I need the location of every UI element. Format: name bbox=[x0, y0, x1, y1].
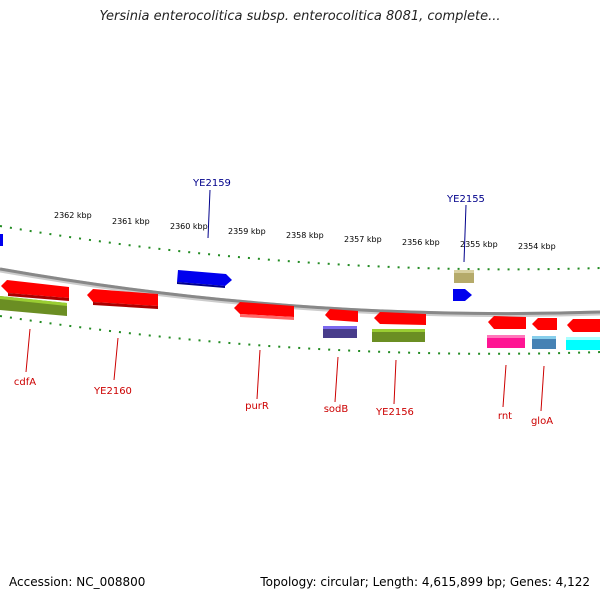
feature-rnt-pink[interactable] bbox=[487, 335, 525, 348]
ruler-label: 2356 kbp bbox=[402, 238, 440, 247]
leader-line bbox=[334, 356, 339, 403]
leader-line bbox=[25, 328, 31, 373]
feature-right-cyan[interactable] bbox=[566, 337, 600, 350]
ruler-label: 2354 kbp bbox=[518, 242, 556, 251]
feature-rnt-red[interactable] bbox=[488, 316, 526, 329]
accession-label: Accession: NC_008800 bbox=[9, 575, 146, 589]
gene-label-bottom: purR bbox=[245, 401, 269, 412]
gene-label-bottom: sodB bbox=[324, 404, 349, 415]
bottom-ruler-ticks bbox=[0, 315, 600, 355]
gene-label-bottom: YE2160 bbox=[93, 386, 132, 397]
gene-label-top: YE2159 bbox=[192, 178, 231, 189]
leader-line bbox=[207, 189, 211, 239]
genome-summary: Topology: circular; Length: 4,615,899 bp… bbox=[260, 575, 590, 589]
ruler-label: 2355 kbp bbox=[460, 240, 498, 249]
feature-right-red[interactable] bbox=[567, 319, 600, 332]
feature-blue-left-edge[interactable] bbox=[0, 234, 3, 246]
ruler-label: 2357 kbp bbox=[344, 235, 382, 244]
gene-label-bottom: gloA bbox=[531, 416, 553, 427]
feature-purr[interactable] bbox=[234, 302, 294, 320]
leader-line bbox=[540, 365, 545, 412]
feature-ye2156-olive[interactable] bbox=[372, 329, 425, 342]
feature-cdfa-red[interactable] bbox=[1, 280, 69, 301]
ruler-label: 2361 kbp bbox=[112, 217, 150, 226]
ruler-label: 2362 kbp bbox=[54, 211, 92, 220]
feature-cdfa-olive[interactable] bbox=[0, 296, 67, 316]
feature-gloa-steel[interactable] bbox=[532, 336, 556, 349]
feature-ye2155-khaki[interactable] bbox=[454, 270, 474, 283]
feature-ye2159[interactable] bbox=[177, 270, 232, 288]
genome-backbone bbox=[0, 267, 600, 316]
leader-line bbox=[256, 349, 261, 400]
leader-line bbox=[113, 337, 119, 381]
gene-label-bottom: cdfA bbox=[14, 377, 36, 388]
feature-ye2155-blue[interactable] bbox=[453, 289, 472, 301]
feature-sodb-red[interactable] bbox=[325, 309, 358, 322]
gene-label-bottom: YE2156 bbox=[375, 407, 414, 418]
gene-label-top: YE2155 bbox=[446, 194, 485, 205]
ruler-label: 2360 kbp bbox=[170, 222, 208, 231]
leader-line bbox=[393, 359, 397, 405]
map-title: Yersinia enterocolitica subsp. enterocol… bbox=[99, 9, 501, 24]
ruler-label: 2358 kbp bbox=[286, 231, 324, 240]
feature-sodb-slate[interactable] bbox=[323, 326, 357, 338]
feature-gloa-red[interactable] bbox=[532, 318, 557, 330]
feature-ye2156-red[interactable] bbox=[374, 312, 426, 325]
leader-line bbox=[463, 204, 467, 263]
gene-label-bottom: rnt bbox=[498, 411, 512, 422]
ruler-label: 2359 kbp bbox=[228, 227, 266, 236]
leader-line bbox=[502, 364, 507, 408]
feature-ye2160[interactable] bbox=[87, 289, 158, 309]
